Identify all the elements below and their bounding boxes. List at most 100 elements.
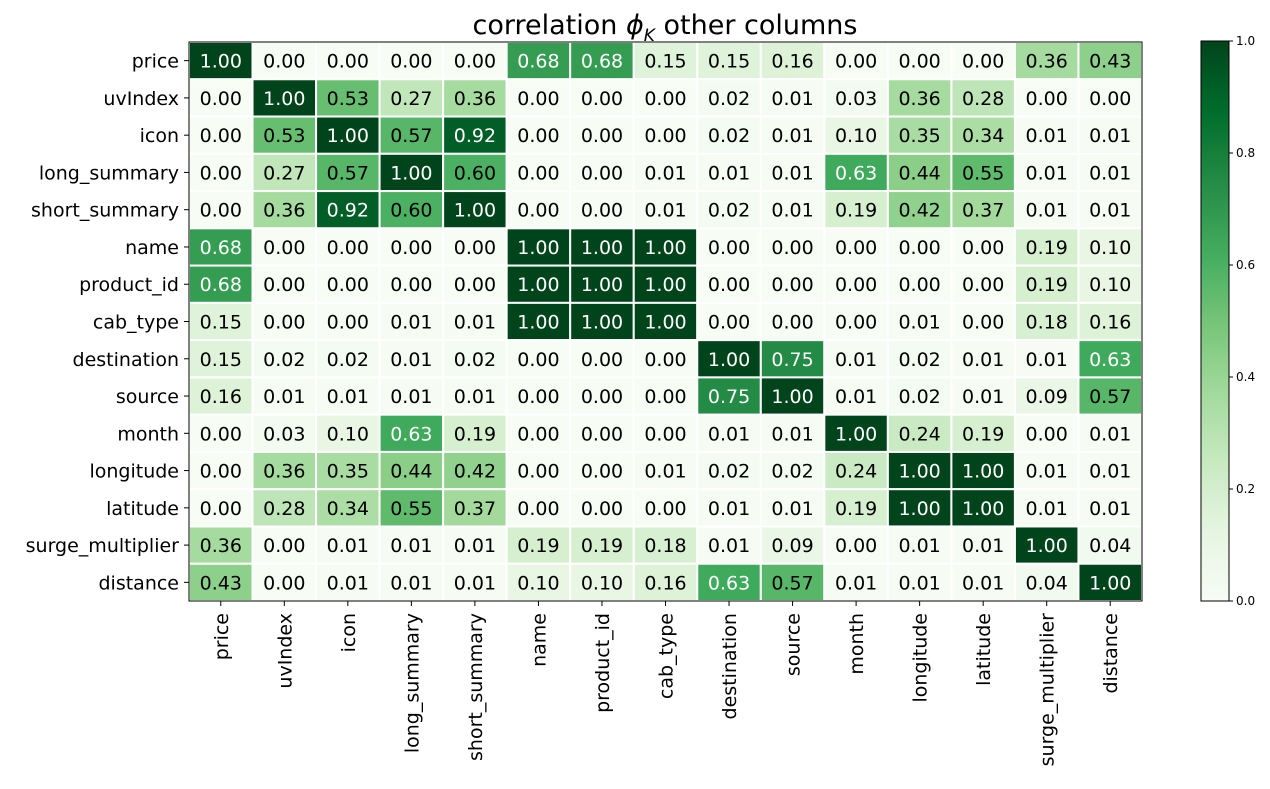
heatmap-cell-distance-latitude bbox=[950, 562, 1016, 602]
cell-value-distance-uvindex: 0.00 bbox=[263, 572, 305, 594]
cell-value-month-surge-multiplier: 0.00 bbox=[1026, 423, 1068, 445]
cell-value-longitude-month: 0.24 bbox=[835, 461, 877, 483]
cell-value-surge-multiplier-name: 0.19 bbox=[517, 535, 559, 557]
cell-value-price-cab-type: 0.15 bbox=[644, 51, 686, 73]
cell-value-source-short-summary: 0.01 bbox=[454, 386, 496, 408]
cell-value-icon-destination: 0.02 bbox=[708, 125, 750, 147]
heatmap-cell-cab-type-uvindex bbox=[251, 301, 318, 342]
cell-value-name-month: 0.00 bbox=[835, 237, 877, 259]
cell-value-longitude-long-summary: 0.44 bbox=[390, 461, 432, 483]
cell-value-icon-source: 0.01 bbox=[771, 125, 813, 147]
cell-value-destination-distance: 0.63 bbox=[1089, 349, 1131, 371]
cell-value-icon-price: 0.00 bbox=[200, 125, 242, 147]
title-rest: other columns bbox=[655, 10, 858, 41]
x-tick-label-source: source bbox=[783, 613, 805, 676]
cell-value-surge-multiplier-month: 0.00 bbox=[835, 535, 877, 557]
cell-value-month-month: 1.00 bbox=[835, 423, 877, 445]
cell-value-short-summary-destination: 0.02 bbox=[708, 200, 750, 222]
x-tick-label-icon: icon bbox=[338, 613, 360, 652]
heatmap-cell-uvindex-destination bbox=[696, 78, 762, 118]
cell-value-name-product-id: 1.00 bbox=[581, 237, 623, 259]
colorbar-tick-label-0-4: 0.4 bbox=[1236, 370, 1255, 384]
heatmap-cell-source-short-summary bbox=[442, 376, 508, 416]
y-tick-label-cab-type: cab_type bbox=[93, 312, 179, 334]
heatmap-cell-icon-latitude bbox=[950, 115, 1016, 155]
cell-value-latitude-short-summary: 0.37 bbox=[454, 498, 496, 520]
cell-value-product-id-month: 0.00 bbox=[835, 274, 877, 296]
cell-value-name-surge-multiplier: 0.19 bbox=[1026, 237, 1068, 259]
cell-value-price-icon: 0.00 bbox=[327, 51, 369, 73]
cell-value-surge-multiplier-price: 0.36 bbox=[200, 535, 242, 557]
heatmap-cell-product-id-cab-type bbox=[632, 264, 699, 304]
cell-value-latitude-latitude: 1.00 bbox=[962, 498, 1004, 520]
cell-value-name-icon: 0.00 bbox=[327, 237, 369, 259]
cell-value-destination-longitude: 0.02 bbox=[898, 349, 940, 371]
cell-value-distance-icon: 0.01 bbox=[327, 572, 369, 594]
cell-value-surge-multiplier-short-summary: 0.01 bbox=[454, 535, 496, 557]
cell-value-long-summary-longitude: 0.44 bbox=[898, 162, 940, 184]
cell-value-product-id-icon: 0.00 bbox=[327, 274, 369, 296]
cell-value-longitude-short-summary: 0.42 bbox=[454, 461, 496, 483]
heatmap-cell-source-destination bbox=[696, 376, 762, 416]
cell-value-latitude-cab-type: 0.00 bbox=[644, 498, 686, 520]
cell-value-distance-destination: 0.63 bbox=[708, 572, 750, 594]
cell-value-short-summary-surge-multiplier: 0.01 bbox=[1026, 200, 1068, 222]
cell-value-longitude-name: 0.00 bbox=[517, 461, 559, 483]
cell-value-source-price: 0.16 bbox=[200, 386, 242, 408]
heatmap-cell-price-distance bbox=[1077, 41, 1143, 81]
heatmap-cells bbox=[188, 41, 1143, 602]
colorbar-tick-label-0-8: 0.8 bbox=[1236, 146, 1255, 160]
cell-value-long-summary-name: 0.00 bbox=[517, 162, 559, 184]
cell-value-month-source: 0.01 bbox=[771, 423, 813, 445]
y-tick-label-source: source bbox=[116, 386, 179, 408]
heatmap-cell-distance-long-summary bbox=[378, 562, 445, 602]
cell-value-source-icon: 0.01 bbox=[327, 386, 369, 408]
cell-value-uvindex-surge-multiplier: 0.00 bbox=[1026, 88, 1068, 110]
cell-value-short-summary-name: 0.00 bbox=[517, 200, 559, 222]
heatmap-cell-source-price bbox=[188, 376, 254, 416]
y-tick-label-uvindex: uvIndex bbox=[103, 88, 179, 110]
cell-value-longitude-longitude: 1.00 bbox=[898, 461, 940, 483]
cell-value-source-name: 0.00 bbox=[517, 386, 559, 408]
cell-value-latitude-icon: 0.34 bbox=[327, 498, 369, 520]
cell-value-long-summary-uvindex: 0.27 bbox=[263, 162, 305, 184]
chart-title: correlation ϕK other columns bbox=[473, 10, 858, 46]
cell-value-destination-icon: 0.02 bbox=[327, 349, 369, 371]
cell-value-uvindex-source: 0.01 bbox=[771, 88, 813, 110]
cell-value-destination-long-summary: 0.01 bbox=[390, 349, 432, 371]
cell-value-source-distance: 0.57 bbox=[1089, 386, 1131, 408]
cell-value-long-summary-distance: 0.01 bbox=[1089, 162, 1131, 184]
y-tick-label-icon: icon bbox=[140, 125, 179, 147]
heatmap-cell-latitude-distance bbox=[1077, 488, 1143, 528]
cell-value-month-destination: 0.01 bbox=[708, 423, 750, 445]
colorbar-tick-label-0-2: 0.2 bbox=[1236, 482, 1255, 496]
cell-value-destination-price: 0.15 bbox=[200, 349, 242, 371]
cell-value-product-id-destination: 0.00 bbox=[708, 274, 750, 296]
cell-value-product-id-product-id: 1.00 bbox=[581, 274, 623, 296]
cell-value-source-longitude: 0.02 bbox=[898, 386, 940, 408]
y-tick-label-product-id: product_id bbox=[79, 274, 179, 296]
heatmap-cell-long-summary-icon bbox=[315, 152, 381, 193]
heatmap-cell-source-latitude bbox=[950, 376, 1016, 416]
cell-value-short-summary-icon: 0.92 bbox=[327, 200, 369, 222]
heatmap-cell-long-summary-destination bbox=[696, 152, 762, 193]
title-symbol: ϕ bbox=[626, 10, 644, 41]
cell-value-longitude-surge-multiplier: 0.01 bbox=[1026, 461, 1068, 483]
cell-value-icon-long-summary: 0.57 bbox=[390, 125, 432, 147]
cell-value-price-price: 1.00 bbox=[200, 51, 242, 73]
cell-value-month-name: 0.00 bbox=[517, 423, 559, 445]
cell-value-short-summary-product-id: 0.00 bbox=[581, 200, 623, 222]
cell-value-price-product-id: 0.68 bbox=[581, 51, 623, 73]
cell-value-surge-multiplier-destination: 0.01 bbox=[708, 535, 750, 557]
cell-value-latitude-month: 0.19 bbox=[835, 498, 877, 520]
cell-value-surge-multiplier-surge-multiplier: 1.00 bbox=[1026, 535, 1068, 557]
cell-value-longitude-source: 0.02 bbox=[771, 461, 813, 483]
cell-value-name-longitude: 0.00 bbox=[898, 237, 940, 259]
cell-value-month-long-summary: 0.63 bbox=[390, 423, 432, 445]
heatmap-cell-price-product-id bbox=[569, 41, 635, 81]
heatmap-cell-destination-longitude bbox=[886, 339, 953, 379]
cell-value-destination-surge-multiplier: 0.01 bbox=[1026, 349, 1068, 371]
heatmap-cell-price-destination bbox=[696, 41, 762, 81]
cell-value-product-id-price: 0.68 bbox=[200, 274, 242, 296]
heatmap-cell-latitude-latitude bbox=[950, 488, 1016, 528]
